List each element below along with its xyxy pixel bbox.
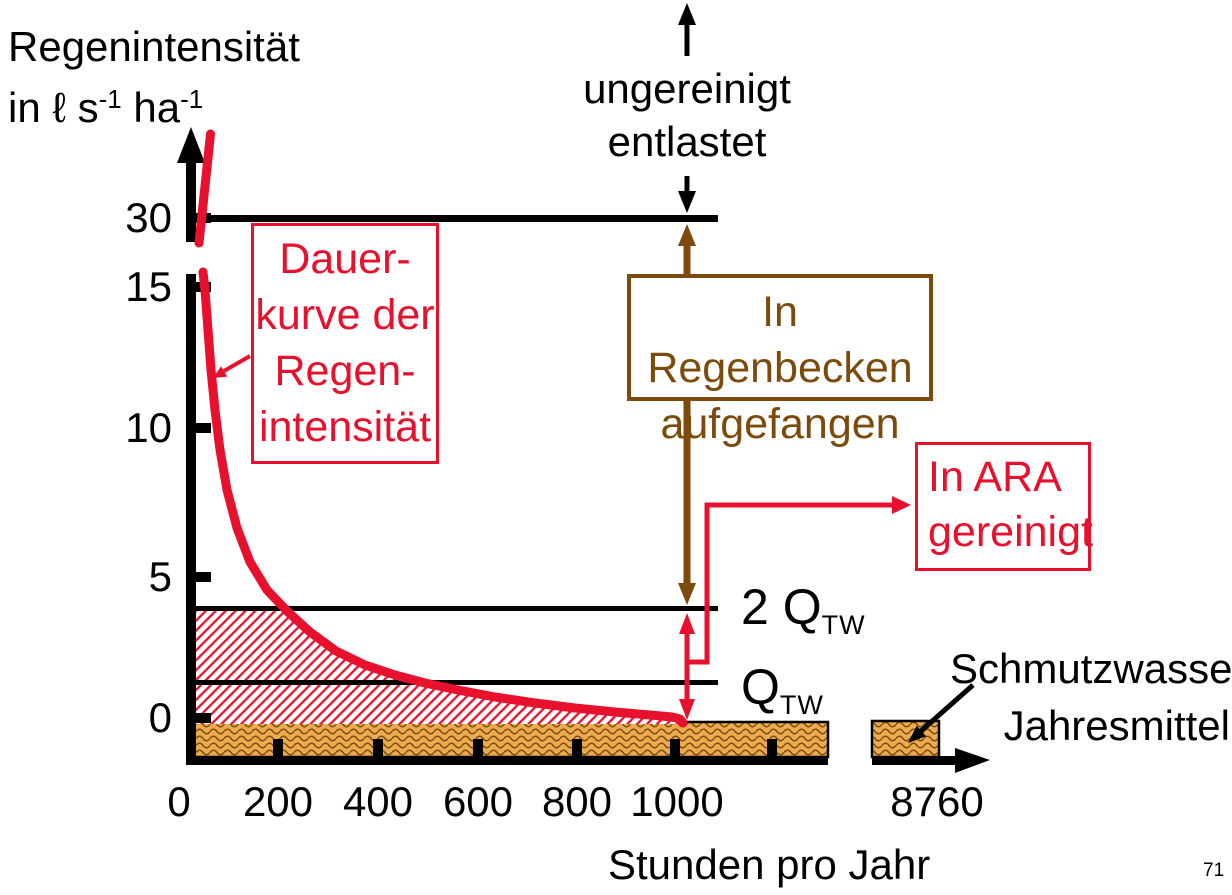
x-tick-label-200: 200 [242, 778, 314, 825]
duration-curve-upper-segment [194, 129, 215, 248]
label-qtw: QTW [741, 659, 824, 720]
x-tick-400 [373, 739, 383, 757]
y-tick-label-0: 0 [148, 694, 172, 741]
line-2qtw [191, 606, 718, 611]
x-tick-label-8760: 8760 [890, 778, 984, 825]
untreated-label: ungereinigt entlastet [583, 65, 791, 165]
y-axis-title: Regenintensität in ℓ s-1 ha-1 [8, 20, 300, 134]
y-axis-lower-segment [186, 274, 196, 765]
x-tick-1000 [670, 739, 680, 757]
basin-arrow-head-down [678, 583, 696, 605]
y-tick-label-5: 5 [148, 553, 172, 600]
ara-treated-hatched-area [191, 611, 685, 724]
unit-superscript: -1 [180, 84, 204, 114]
y-tick-10 [186, 423, 211, 433]
y-tick-15 [186, 282, 211, 292]
y-tick-5 [186, 572, 211, 582]
y-axis-arrowhead [177, 127, 205, 163]
x-axis-arrowhead [955, 748, 990, 773]
x-tick-label-0: 0 [167, 778, 191, 825]
x-tick-label-1000: 1000 [630, 778, 724, 825]
wastewater-pointer-shaft [919, 683, 975, 733]
y-axis-unit: in ℓ s-1 ha-1 [8, 84, 204, 131]
y-tick-label-10: 10 [125, 404, 172, 451]
ara-connector-line [689, 502, 896, 665]
x-tick-800 [572, 739, 582, 757]
ara-range-arrow-head-down [679, 699, 695, 720]
x-tick-200 [273, 739, 283, 757]
y-axis-upper-segment [186, 158, 196, 242]
x-tick-label-400: 400 [342, 778, 414, 825]
ara-range-arrow-head-up [679, 613, 695, 634]
untreated-arrow-down-head [678, 191, 696, 213]
x-axis-main-segment [186, 756, 828, 765]
wastewater-label: Schmutzwasser Jahresmittel [950, 645, 1232, 749]
y-axis-title-line1: Regenintensität [8, 23, 300, 70]
basin-arrow-head-up [678, 224, 696, 246]
untreated-arrow-up-head [678, 3, 696, 25]
line-30 [191, 215, 718, 222]
duration-curve [198, 267, 688, 728]
ara-connector-arrowhead [892, 496, 911, 514]
wastewater-strip-main [189, 720, 830, 759]
label-2qtw: 2 QTW [741, 579, 866, 640]
y-tick-0 [186, 713, 211, 723]
duration-curve-label-box: Dauer- kurve der Regen- intensität [251, 223, 439, 464]
unit-superscript: -1 [98, 84, 122, 114]
x-tick-1200 [767, 739, 777, 757]
rain-basin-label-box: In Regenbecken aufgefangen [627, 274, 933, 448]
page-number: 71 [1203, 860, 1225, 881]
x-axis-end-segment [872, 756, 957, 765]
x-tick-600 [473, 739, 483, 757]
y-tick-label-15: 15 [125, 263, 172, 310]
wastewater-pointer-head [908, 725, 927, 743]
x-tick-label-600: 600 [442, 778, 514, 825]
y-tick-label-30: 30 [125, 194, 172, 241]
curve-label-pointer-shaft [223, 354, 251, 373]
ara-label-box: In ARA gereinigt [915, 442, 1093, 571]
curve-label-pointer-head [213, 366, 228, 378]
x-tick-label-800: 800 [541, 778, 613, 825]
line-qtw [191, 680, 718, 685]
x-axis-title: Stunden pro Jahr [608, 841, 931, 888]
